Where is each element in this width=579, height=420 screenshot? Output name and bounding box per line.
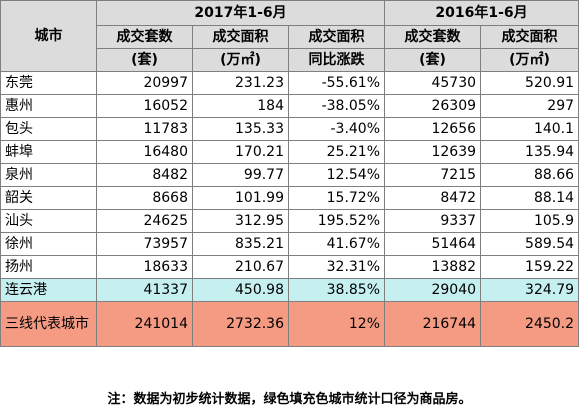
units-2017-cell: 8482 [96, 163, 193, 187]
area-2017-cell: 450.98 [192, 278, 289, 302]
unit-area-2016: (万㎡) [480, 48, 579, 72]
area-2016-cell: 105.9 [480, 209, 579, 233]
table-row: 东莞 20997 231.23 -55.61% 45730 520.91 [0, 71, 579, 95]
header-row-2: 成交套数 成交面积 成交面积 成交套数 成交面积 [1, 25, 579, 49]
units-2017-cell: 8668 [96, 186, 193, 210]
table-row: 韶关 8668 101.99 15.72% 8472 88.14 [0, 186, 579, 210]
units-2017-cell: 11783 [96, 117, 193, 141]
area-2017-cell: 231.23 [192, 71, 289, 95]
header-yoy: 成交面积 [287, 25, 386, 49]
area-2017-cell: 2732.36 [192, 301, 289, 347]
table-row: 汕头 24625 312.95 195.52% 9337 105.9 [0, 209, 579, 233]
header-row-3: (套) (万㎡) 同比涨跌 (套) (万㎡) [1, 48, 579, 72]
unit-units-2016: (套) [384, 48, 482, 72]
units-2016-cell: 216744 [384, 301, 482, 347]
data-table: 城市 2017年1-6月 2016年1-6月 成交套数 成交面积 成交面积 成交… [0, 0, 579, 347]
yoy-cell: 12.54% [287, 163, 386, 187]
unit-area-2017: (万㎡) [192, 48, 289, 72]
header-units-2016: 成交套数 [384, 25, 482, 49]
units-2017-cell: 241014 [96, 301, 193, 347]
units-2016-cell: 9337 [384, 209, 482, 233]
yoy-cell: 15.72% [287, 186, 386, 210]
units-2016-cell: 29040 [384, 278, 482, 302]
area-2017-cell: 835.21 [192, 232, 289, 256]
table-row-highlight-green: 连云港 41337 450.98 38.85% 29040 324.79 [0, 278, 579, 302]
yoy-cell: -38.05% [287, 94, 386, 118]
header-units-2017: 成交套数 [96, 25, 193, 49]
units-2016-cell: 45730 [384, 71, 482, 95]
yoy-cell: 32.31% [287, 255, 386, 279]
yoy-cell: 195.52% [287, 209, 386, 233]
yoy-cell: -55.61% [287, 71, 386, 95]
area-2016-cell: 520.91 [480, 71, 579, 95]
units-2016-cell: 12656 [384, 117, 482, 141]
area-2017-cell: 135.33 [192, 117, 289, 141]
units-2016-cell: 12639 [384, 140, 482, 164]
city-cell: 韶关 [0, 186, 97, 210]
table-row: 惠州 16052 184 -38.05% 26309 297 [0, 94, 579, 118]
table-body: 城市 2017年1-6月 2016年1-6月 成交套数 成交面积 成交面积 成交… [0, 0, 579, 347]
header-area-2017: 成交面积 [192, 25, 289, 49]
area-2017-cell: 101.99 [192, 186, 289, 210]
area-2016-cell: 135.94 [480, 140, 579, 164]
table-row: 蚌埠 16480 170.21 25.21% 12639 135.94 [0, 140, 579, 164]
area-2016-cell: 140.1 [480, 117, 579, 141]
city-cell: 扬州 [0, 255, 97, 279]
units-2017-cell: 20997 [96, 71, 193, 95]
units-2017-cell: 24625 [96, 209, 193, 233]
header-city: 城市 [0, 0, 97, 72]
area-2017-cell: 170.21 [192, 140, 289, 164]
header-row-1: 城市 2017年1-6月 2016年1-6月 [0, 0, 579, 72]
yoy-cell: -3.40% [287, 117, 386, 141]
area-2017-cell: 210.67 [192, 255, 289, 279]
city-cell: 包头 [0, 117, 97, 141]
city-cell: 泉州 [0, 163, 97, 187]
units-2016-cell: 51464 [384, 232, 482, 256]
yoy-cell: 38.85% [287, 278, 386, 302]
area-2016-cell: 88.66 [480, 163, 579, 187]
units-2017-cell: 16480 [96, 140, 193, 164]
table-row: 泉州 8482 99.77 12.54% 7215 88.66 [0, 163, 579, 187]
area-2017-cell: 312.95 [192, 209, 289, 233]
area-2016-cell: 589.54 [480, 232, 579, 256]
area-2017-cell: 99.77 [192, 163, 289, 187]
units-2016-cell: 26309 [384, 94, 482, 118]
yoy-cell: 12% [287, 301, 386, 347]
units-2017-cell: 16052 [96, 94, 193, 118]
area-2016-cell: 297 [480, 94, 579, 118]
area-2017-cell: 184 [192, 94, 289, 118]
city-cell: 东莞 [0, 71, 97, 95]
units-2017-cell: 18633 [96, 255, 193, 279]
header-area-2016: 成交面积 [480, 25, 579, 49]
units-2017-cell: 41337 [96, 278, 193, 302]
table-row: 扬州 18633 210.67 32.31% 13882 159.22 [0, 255, 579, 279]
city-cell: 蚌埠 [0, 140, 97, 164]
header-group-2016: 2016年1-6月 [384, 0, 579, 26]
area-2016-cell: 159.22 [480, 255, 579, 279]
yoy-cell: 41.67% [287, 232, 386, 256]
units-2016-cell: 8472 [384, 186, 482, 210]
table-row: 包头 11783 135.33 -3.40% 12656 140.1 [0, 117, 579, 141]
city-cell: 徐州 [0, 232, 97, 256]
unit-yoy: 同比涨跌 [287, 48, 386, 72]
header-group-2017: 2017年1-6月 [95, 0, 386, 26]
units-2016-cell: 13882 [384, 255, 482, 279]
units-2016-cell: 7215 [384, 163, 482, 187]
unit-units-2017: (套) [96, 48, 193, 72]
city-cell: 惠州 [0, 94, 97, 118]
city-cell: 三线代表城市 [0, 301, 97, 347]
area-2016-cell: 324.79 [480, 278, 579, 302]
footnote: 注：数据为初步统计数据，绿色填充色城市统计口径为商品房。 [107, 392, 472, 407]
city-cell: 汕头 [0, 209, 97, 233]
city-cell: 连云港 [0, 278, 97, 302]
yoy-cell: 25.21% [287, 140, 386, 164]
table-row-total: 三线代表城市 241014 2732.36 12% 216744 2450.2 [0, 301, 579, 347]
area-2016-cell: 2450.2 [480, 301, 579, 347]
table-row: 徐州 73957 835.21 41.67% 51464 589.54 [0, 232, 579, 256]
units-2017-cell: 73957 [96, 232, 193, 256]
area-2016-cell: 88.14 [480, 186, 579, 210]
